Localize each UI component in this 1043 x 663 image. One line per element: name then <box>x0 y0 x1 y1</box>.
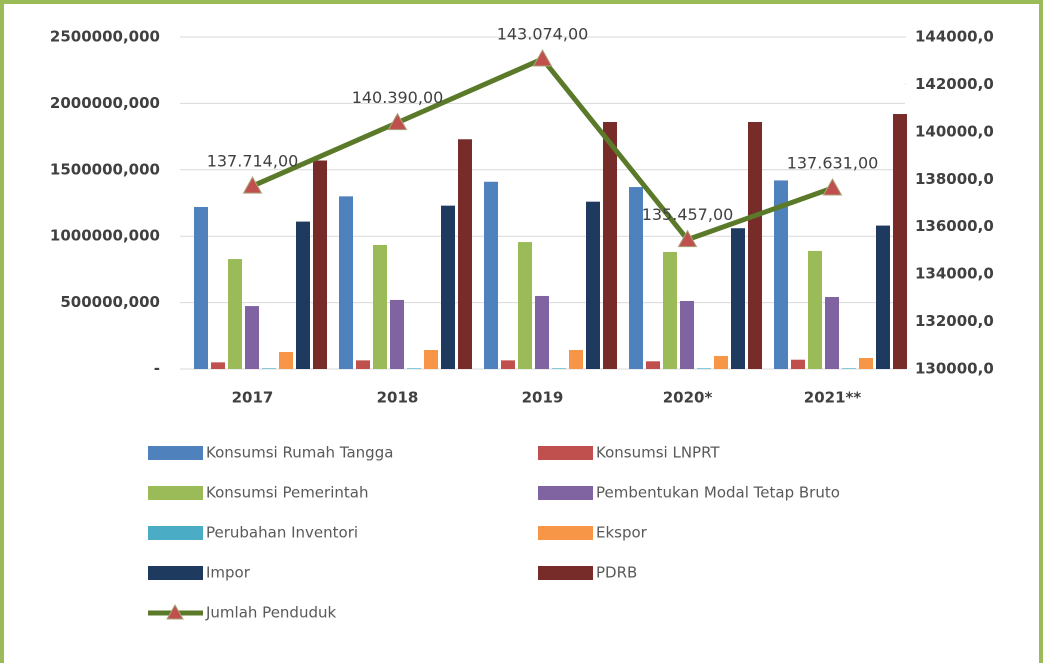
data-label: 135.457,00 <box>642 205 734 224</box>
bar <box>825 297 839 369</box>
bar <box>697 368 711 369</box>
bar <box>586 201 600 369</box>
legend-label: Ekspor <box>596 524 648 542</box>
bar <box>211 362 225 369</box>
bar <box>441 205 455 369</box>
bar <box>876 225 890 369</box>
data-label: 137.714,00 <box>207 152 299 171</box>
legend-label: PDRB <box>596 564 637 582</box>
bar <box>356 360 370 369</box>
bar <box>893 114 907 369</box>
marker <box>532 48 553 67</box>
bar <box>296 221 310 369</box>
legend-swatch <box>538 486 593 500</box>
bar <box>714 355 728 369</box>
bar <box>748 121 762 369</box>
y-tick-label: 1500000,000 <box>50 160 160 178</box>
bar <box>407 368 421 369</box>
bar <box>228 259 242 369</box>
bar <box>484 181 498 369</box>
x-tick-label: 2017 <box>232 389 274 407</box>
legend-swatch <box>148 526 203 540</box>
y-tick-label: 500000,000 <box>60 293 160 311</box>
bar <box>501 360 515 369</box>
bar <box>458 139 472 369</box>
y-tick-label: 2000000,000 <box>50 94 160 112</box>
data-label: 140.390,00 <box>352 88 444 107</box>
legend-swatch <box>538 566 593 580</box>
legend-swatch <box>148 566 203 580</box>
bar <box>339 196 353 369</box>
y2-tick-label: 134000,0 <box>915 265 994 283</box>
bar <box>262 368 276 369</box>
bar <box>535 295 549 369</box>
bar <box>552 368 566 369</box>
bar <box>373 244 387 369</box>
marker <box>677 229 698 248</box>
bar <box>646 361 660 369</box>
y-tick-label: - <box>154 360 160 378</box>
bar <box>424 350 438 369</box>
legend-label: Impor <box>206 564 251 582</box>
legend-swatch <box>148 446 203 460</box>
y2-tick-label: 130000,0 <box>915 360 994 378</box>
legend-label: Konsumsi Rumah Tangga <box>206 444 393 462</box>
x-tick-label: 2021** <box>804 389 862 407</box>
data-label: 137.631,00 <box>787 154 879 173</box>
legend-swatch <box>538 446 593 460</box>
y2-tick-label: 136000,0 <box>915 217 994 235</box>
y2-tick-label: 142000,0 <box>915 75 994 93</box>
legend-label: Jumlah Penduduk <box>205 604 336 622</box>
bar <box>569 350 583 369</box>
data-label: 143.074,00 <box>497 24 589 43</box>
x-tick-label: 2019 <box>522 389 564 407</box>
y2-tick-label: 140000,0 <box>915 122 994 140</box>
legend-label: Pembentukan Modal Tetap Bruto <box>596 484 840 502</box>
bar <box>808 250 822 369</box>
legend-marker <box>166 603 184 620</box>
legend-label: Konsumsi LNPRT <box>596 444 720 462</box>
x-tick-label: 2018 <box>377 389 419 407</box>
x-tick-label: 2020* <box>663 389 713 407</box>
bar <box>842 368 856 369</box>
legend-swatch <box>538 526 593 540</box>
y-tick-label: 2500000,000 <box>50 28 160 46</box>
y2-tick-label: 144000,0 <box>915 28 994 46</box>
y2-tick-label: 132000,0 <box>915 312 994 330</box>
bar <box>731 228 745 369</box>
marker <box>387 112 408 131</box>
y2-tick-label: 138000,0 <box>915 170 994 188</box>
bar <box>603 121 617 369</box>
bar <box>390 299 404 369</box>
bar <box>279 352 293 369</box>
bar <box>680 301 694 369</box>
bar <box>194 206 208 369</box>
bar <box>859 357 873 369</box>
marker <box>242 176 263 194</box>
bar <box>245 306 259 369</box>
bar <box>313 160 327 369</box>
y-tick-label: 1000000,000 <box>50 227 160 245</box>
legend-label: Perubahan Inventori <box>206 524 358 542</box>
bar <box>774 180 788 369</box>
bar <box>629 187 643 369</box>
bar <box>518 242 532 369</box>
bar <box>663 252 677 369</box>
legend-swatch <box>148 486 203 500</box>
bar <box>791 359 805 369</box>
legend-label: Konsumsi Pemerintah <box>206 484 368 502</box>
marker <box>822 178 843 196</box>
